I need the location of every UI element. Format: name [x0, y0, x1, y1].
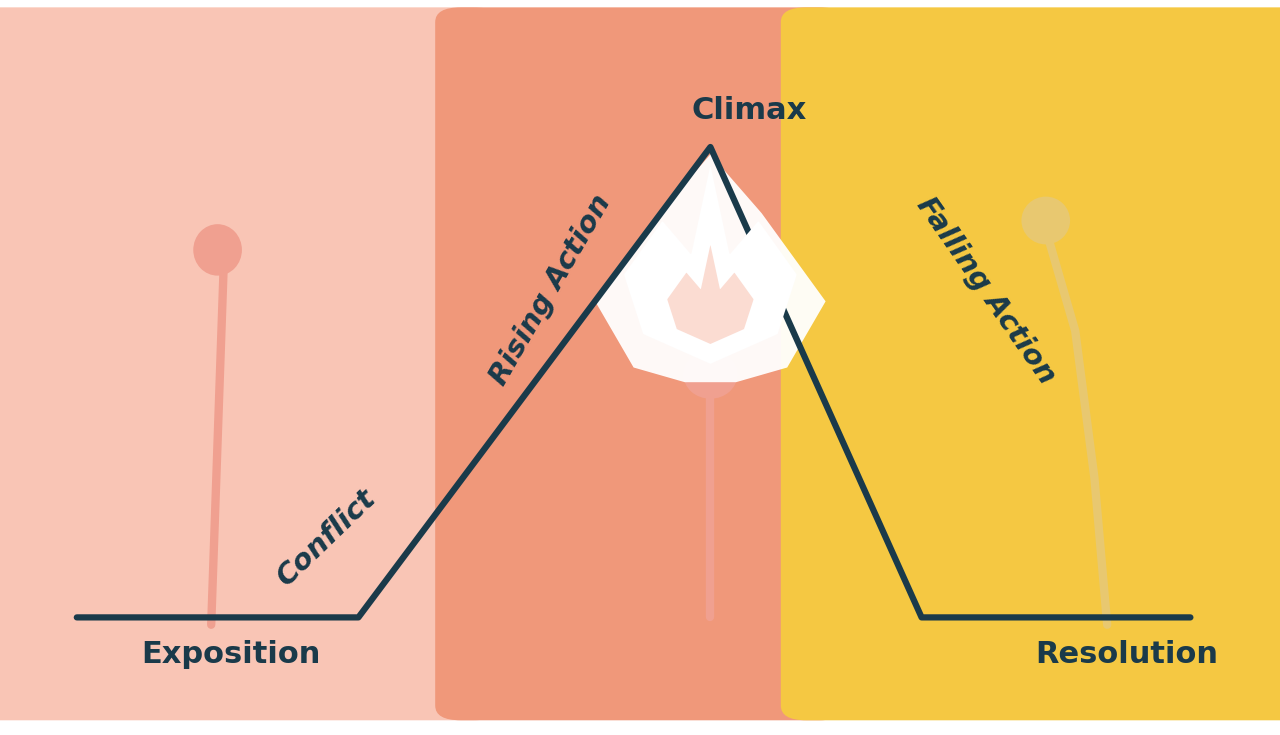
Polygon shape: [667, 245, 754, 344]
Text: Exposition: Exposition: [141, 640, 320, 669]
FancyBboxPatch shape: [0, 7, 499, 720]
FancyBboxPatch shape: [435, 7, 845, 720]
Polygon shape: [625, 167, 796, 364]
Text: Climax: Climax: [691, 96, 806, 125]
FancyBboxPatch shape: [781, 7, 1280, 720]
Text: Falling Action: Falling Action: [910, 192, 1061, 390]
Text: Resolution: Resolution: [1036, 640, 1217, 669]
Ellipse shape: [684, 351, 737, 398]
Text: Rising Action: Rising Action: [485, 190, 616, 390]
Polygon shape: [595, 154, 826, 382]
Text: Conflict: Conflict: [271, 484, 381, 592]
Ellipse shape: [1021, 196, 1070, 245]
Ellipse shape: [193, 224, 242, 276]
